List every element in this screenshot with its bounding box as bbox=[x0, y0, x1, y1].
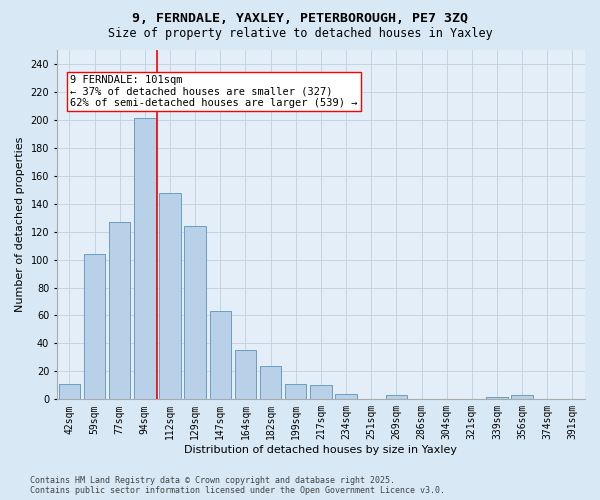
Bar bbox=[386, 395, 407, 400]
X-axis label: Distribution of detached houses by size in Yaxley: Distribution of detached houses by size … bbox=[184, 445, 457, 455]
Bar bbox=[285, 384, 307, 400]
Bar bbox=[260, 366, 281, 400]
Y-axis label: Number of detached properties: Number of detached properties bbox=[15, 137, 25, 312]
Bar bbox=[59, 384, 80, 400]
Bar bbox=[184, 226, 206, 400]
Bar bbox=[486, 396, 508, 400]
Bar bbox=[209, 312, 231, 400]
Bar bbox=[160, 192, 181, 400]
Bar bbox=[511, 395, 533, 400]
Bar bbox=[84, 254, 105, 400]
Text: Contains HM Land Registry data © Crown copyright and database right 2025.
Contai: Contains HM Land Registry data © Crown c… bbox=[30, 476, 445, 495]
Bar bbox=[335, 394, 357, 400]
Bar bbox=[109, 222, 130, 400]
Text: 9, FERNDALE, YAXLEY, PETERBOROUGH, PE7 3ZQ: 9, FERNDALE, YAXLEY, PETERBOROUGH, PE7 3… bbox=[132, 12, 468, 26]
Bar bbox=[134, 118, 155, 400]
Bar bbox=[310, 386, 332, 400]
Text: Size of property relative to detached houses in Yaxley: Size of property relative to detached ho… bbox=[107, 28, 493, 40]
Text: 9 FERNDALE: 101sqm
← 37% of detached houses are smaller (327)
62% of semi-detach: 9 FERNDALE: 101sqm ← 37% of detached hou… bbox=[70, 75, 358, 108]
Bar bbox=[235, 350, 256, 400]
